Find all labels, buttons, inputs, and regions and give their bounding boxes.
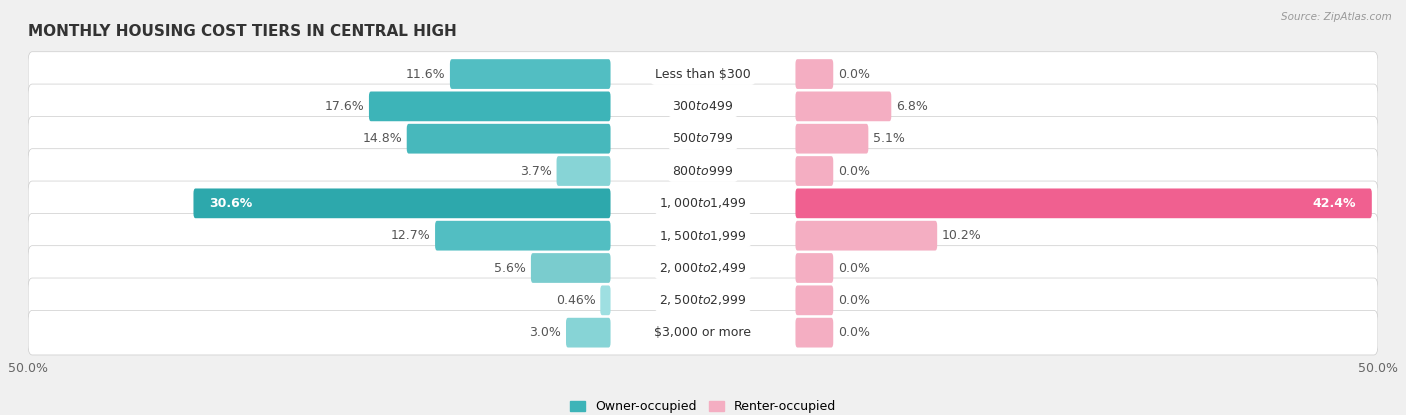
Text: 0.0%: 0.0% — [838, 68, 870, 81]
Text: $300 to $499: $300 to $499 — [672, 100, 734, 113]
FancyBboxPatch shape — [28, 278, 1378, 322]
FancyBboxPatch shape — [796, 188, 1372, 218]
Text: 12.7%: 12.7% — [391, 229, 430, 242]
Text: $1,000 to $1,499: $1,000 to $1,499 — [659, 196, 747, 210]
FancyBboxPatch shape — [434, 221, 610, 251]
FancyBboxPatch shape — [600, 286, 610, 315]
FancyBboxPatch shape — [796, 253, 834, 283]
Text: 30.6%: 30.6% — [209, 197, 252, 210]
Legend: Owner-occupied, Renter-occupied: Owner-occupied, Renter-occupied — [565, 395, 841, 415]
Text: $2,500 to $2,999: $2,500 to $2,999 — [659, 293, 747, 308]
FancyBboxPatch shape — [28, 52, 1378, 96]
Bar — [797, 161, 814, 181]
Text: $800 to $999: $800 to $999 — [672, 164, 734, 178]
Bar — [797, 193, 1084, 213]
FancyBboxPatch shape — [194, 188, 610, 218]
Text: 0.0%: 0.0% — [838, 326, 870, 339]
Text: Source: ZipAtlas.com: Source: ZipAtlas.com — [1281, 12, 1392, 22]
Text: 5.6%: 5.6% — [495, 261, 526, 274]
FancyBboxPatch shape — [406, 124, 610, 154]
FancyBboxPatch shape — [450, 59, 610, 89]
Bar — [797, 129, 832, 149]
FancyBboxPatch shape — [567, 318, 610, 347]
Text: 3.7%: 3.7% — [520, 164, 551, 178]
Text: MONTHLY HOUSING COST TIERS IN CENTRAL HIGH: MONTHLY HOUSING COST TIERS IN CENTRAL HI… — [28, 24, 457, 39]
Text: 0.46%: 0.46% — [555, 294, 596, 307]
FancyBboxPatch shape — [796, 318, 834, 347]
Text: 42.4%: 42.4% — [1313, 197, 1357, 210]
FancyBboxPatch shape — [796, 156, 834, 186]
Bar — [797, 226, 866, 246]
Text: 17.6%: 17.6% — [325, 100, 364, 113]
FancyBboxPatch shape — [28, 246, 1378, 290]
Text: 0.0%: 0.0% — [838, 261, 870, 274]
Bar — [489, 96, 609, 116]
FancyBboxPatch shape — [28, 149, 1378, 193]
Bar — [797, 290, 814, 310]
FancyBboxPatch shape — [28, 213, 1378, 258]
Bar — [797, 258, 814, 278]
Bar — [797, 96, 844, 116]
FancyBboxPatch shape — [796, 91, 891, 121]
FancyBboxPatch shape — [796, 221, 938, 251]
Text: 0.0%: 0.0% — [838, 164, 870, 178]
Bar — [523, 226, 609, 246]
Bar — [797, 322, 814, 343]
FancyBboxPatch shape — [28, 181, 1378, 226]
FancyBboxPatch shape — [368, 91, 610, 121]
Text: 6.8%: 6.8% — [896, 100, 928, 113]
FancyBboxPatch shape — [28, 116, 1378, 161]
FancyBboxPatch shape — [557, 156, 610, 186]
Text: $500 to $799: $500 to $799 — [672, 132, 734, 145]
Bar — [606, 290, 609, 310]
FancyBboxPatch shape — [28, 310, 1378, 355]
Text: $3,000 or more: $3,000 or more — [655, 326, 751, 339]
FancyBboxPatch shape — [28, 84, 1378, 129]
Bar — [571, 258, 609, 278]
Text: $2,000 to $2,499: $2,000 to $2,499 — [659, 261, 747, 275]
Bar — [402, 193, 609, 213]
Text: 14.8%: 14.8% — [363, 132, 402, 145]
Text: 11.6%: 11.6% — [405, 68, 446, 81]
Text: 0.0%: 0.0% — [838, 294, 870, 307]
Text: Less than $300: Less than $300 — [655, 68, 751, 81]
Bar — [530, 64, 609, 84]
FancyBboxPatch shape — [796, 124, 869, 154]
Text: 10.2%: 10.2% — [942, 229, 981, 242]
FancyBboxPatch shape — [531, 253, 610, 283]
Text: $1,500 to $1,999: $1,500 to $1,999 — [659, 229, 747, 243]
Text: 5.1%: 5.1% — [873, 132, 905, 145]
Bar — [797, 64, 814, 84]
Bar — [583, 161, 609, 181]
Bar — [588, 322, 609, 343]
FancyBboxPatch shape — [796, 59, 834, 89]
Text: 3.0%: 3.0% — [530, 326, 561, 339]
FancyBboxPatch shape — [796, 286, 834, 315]
Bar — [509, 129, 609, 149]
